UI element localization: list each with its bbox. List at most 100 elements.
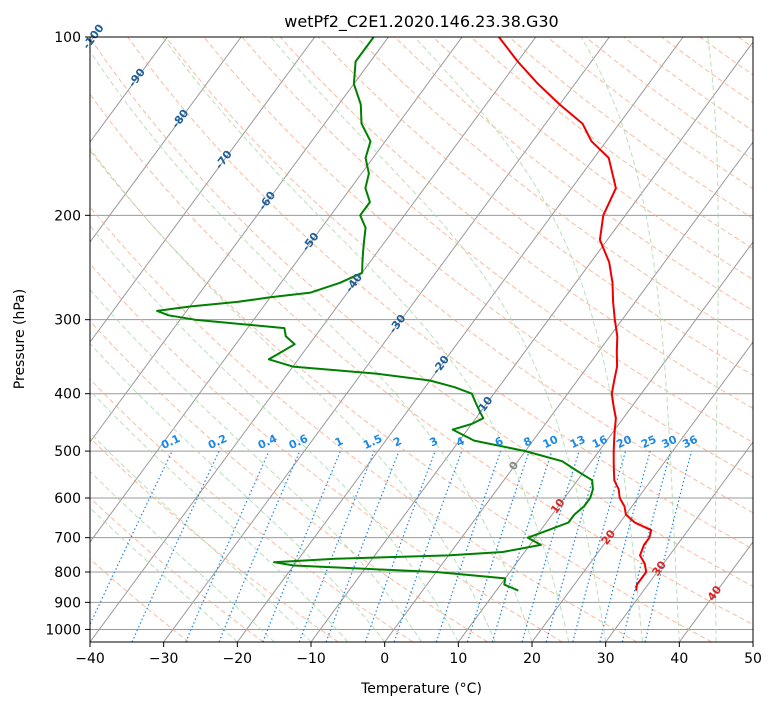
dry-adiabat (90, 263, 563, 642)
moist-adiabat (162, 37, 570, 642)
moist-adiabat (580, 37, 680, 642)
dry-adiabat (432, 37, 753, 280)
dry-adiabat (127, 37, 753, 550)
isotherm-label: -90 (126, 66, 148, 90)
mixing-ratio-label: 25 (639, 433, 658, 451)
dry-adiabat (318, 37, 753, 376)
isotherm-label: -40 (343, 271, 365, 295)
mixing-ratio-label: 20 (614, 433, 634, 451)
mixing-ratio-line (435, 450, 502, 642)
isotherm-line (531, 341, 753, 642)
mixing-ratio-label: 0.4 (256, 432, 279, 452)
isotherm-line (236, 37, 684, 642)
moist-adiabat (90, 225, 459, 642)
mixing-ratio-line (644, 450, 693, 642)
y-axis-label: Pressure (hPa) (12, 289, 28, 389)
dry-adiabat (699, 37, 753, 76)
chart-title: wetPf2_C2E1.2020.146.23.38.G30 (284, 12, 558, 32)
isotherm-line (384, 141, 753, 642)
isotherm-label: -80 (169, 107, 191, 131)
mixing-ratio-line (545, 450, 602, 642)
x-axis: −40 −30 −20 −10 0 10 20 30 40 50 (75, 642, 762, 667)
moist-adiabat (270, 37, 607, 642)
mixing-ratio-line (90, 450, 173, 626)
y-axis: 100 200 300 400 500 600 700 800 900 1000 (45, 30, 90, 638)
x-tick-label: 0 (380, 651, 389, 667)
dry-adiabat (90, 497, 264, 642)
isotherm-line (752, 641, 753, 642)
dewpoint-profile (156, 37, 594, 592)
mixing-ratio-line (325, 450, 400, 642)
mixing-ratio-line (364, 450, 436, 642)
dry-adiabat (737, 37, 753, 49)
moist-adiabat (90, 432, 312, 642)
isotherm-line (310, 41, 753, 642)
dry-adiabat (661, 37, 753, 104)
dry-adiabat (90, 320, 488, 642)
dry-adiabat (90, 37, 753, 587)
mixing-ratio-line (298, 450, 375, 642)
y-tick-label: 200 (54, 208, 81, 224)
x-tick-label: 40 (670, 651, 688, 667)
dry-adiabat (623, 37, 753, 132)
isotherm-label: 30 (649, 558, 669, 578)
mixing-ratio-line (185, 450, 270, 642)
mixing-ratio-line (393, 450, 463, 642)
x-tick-label: −10 (296, 651, 326, 667)
x-tick-label: −20 (223, 651, 253, 667)
isotherm-line (90, 37, 463, 543)
y-tick-label: 500 (54, 444, 81, 460)
dry-adiabat (470, 37, 753, 250)
y-tick-label: 800 (54, 565, 81, 581)
x-tick-label: 10 (449, 651, 467, 667)
dry-adiabat (90, 206, 638, 642)
moist-adiabat (90, 342, 386, 642)
moist-adiabat (90, 147, 496, 642)
x-tick-label: 50 (744, 651, 762, 667)
isotherm-line (90, 37, 168, 143)
moist-adiabat (90, 288, 422, 642)
mixing-ratio-label: 1.5 (361, 432, 384, 452)
mixing-ratio-label: 13 (568, 433, 587, 451)
mixing-ratio-label: 30 (660, 433, 680, 451)
y-tick-label: 900 (54, 595, 81, 611)
dry-adiabat (90, 378, 414, 642)
mixing-ratio-line (572, 450, 627, 642)
mixing-ratio-line (621, 450, 672, 642)
isotherm-label: -10 (473, 394, 495, 418)
y-tick-label: 1000 (45, 622, 81, 638)
moist-adiabat (90, 50, 533, 642)
mixing-ratio-line (599, 450, 651, 642)
x-axis-label: Temperature (°C) (360, 681, 482, 697)
mixing-ratio-label: 0.1 (159, 432, 182, 452)
mixing-ratio-line (218, 450, 301, 642)
dry-adiabat (90, 149, 712, 642)
plot-area (90, 37, 753, 642)
y-tick-label: 400 (54, 387, 81, 403)
mixing-ratio-line (521, 450, 580, 642)
isotherm-label: -50 (299, 230, 321, 254)
plot-frame (89, 36, 754, 643)
mixing-ratio-label: 16 (590, 433, 610, 451)
y-tick-label: 700 (54, 531, 81, 547)
x-tick-label: 20 (523, 651, 541, 667)
y-tick-label: 300 (54, 313, 81, 329)
moist-adiabat (90, 389, 349, 642)
x-tick-label: −30 (149, 651, 179, 667)
dry-adiabat (165, 37, 753, 514)
dry-adiabat (90, 437, 339, 642)
x-tick-label: 30 (597, 651, 615, 667)
isotherm-label: -20 (430, 353, 452, 377)
isotherm-line (90, 37, 242, 243)
temperature-profile (498, 37, 653, 591)
y-tick-label: 100 (54, 30, 81, 46)
sounding-profiles (156, 37, 653, 592)
isotherm-label: 20 (599, 527, 619, 547)
isotherm-line (90, 37, 316, 343)
isotherm-label: 0 (506, 459, 521, 473)
y-tick-label: 600 (54, 491, 81, 507)
mixing-ratio-label: 0.6 (287, 432, 310, 452)
isotherm-label: -30 (386, 312, 408, 336)
mixing-ratio-line (491, 450, 553, 642)
moist-adiabat (414, 37, 643, 642)
